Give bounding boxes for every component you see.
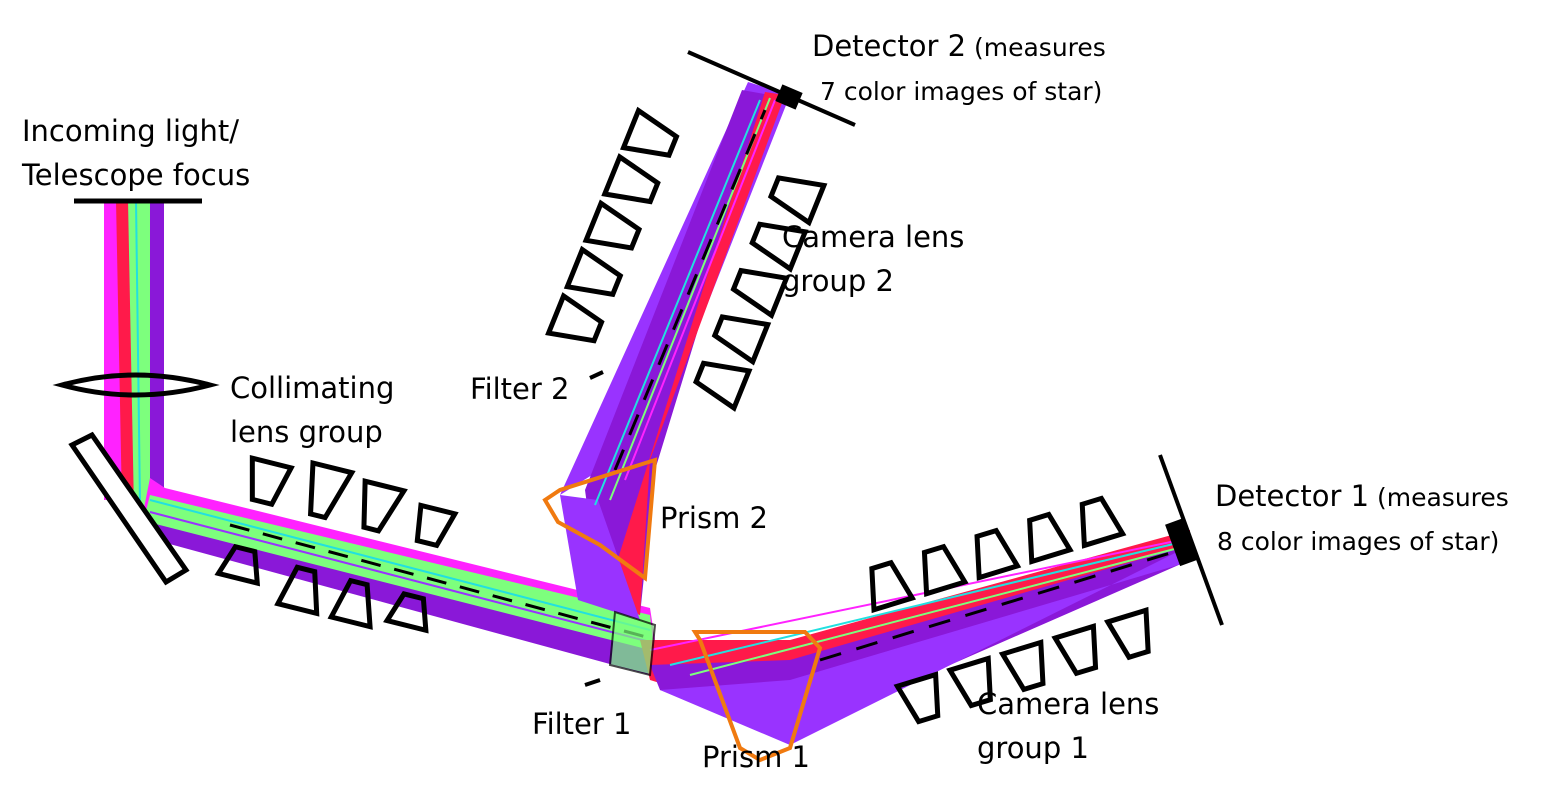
camera-lens-group-1 <box>869 495 1151 725</box>
incoming-light-line-1: Incoming light/ <box>22 114 239 148</box>
prism-2 <box>542 457 658 582</box>
camera-lens-group-2-label: Camera lens group 2 <box>782 215 964 303</box>
detector-1-mount <box>1165 517 1199 567</box>
detector-2-label: Detector 2 (measures 7 color images of s… <box>812 24 1106 114</box>
collimating-line-2: lens group <box>230 415 383 449</box>
collimating-lens-group <box>214 454 459 634</box>
camera-2-line-1: Camera lens <box>782 220 965 254</box>
prism-1 <box>691 630 823 763</box>
camera-1-line-1: Camera lens <box>977 687 1160 721</box>
filter-1-tick <box>584 678 601 687</box>
collimating-line-1: Collimating <box>230 371 395 405</box>
collimating-lens-top <box>52 372 220 398</box>
filter-1 <box>608 610 657 677</box>
detector-2-line-2: 7 color images of star) <box>820 77 1103 106</box>
detector-2-mount <box>775 84 803 110</box>
filter-2-label: Filter 2 <box>470 372 570 406</box>
detector-2-title: Detector 2 <box>812 29 967 63</box>
filter-1-label: Filter 1 <box>532 707 632 741</box>
camera-lens-group-1-label: Camera lens group 1 <box>977 682 1159 770</box>
detector-1-title: Detector 1 <box>1215 479 1370 513</box>
detector-1-paren: (measures <box>1369 483 1509 512</box>
detector-1-label: Detector 1 (measures 8 color images of s… <box>1215 474 1509 564</box>
fold-mirror <box>68 431 190 586</box>
incoming-light-label: Incoming light/ Telescope focus <box>22 109 250 197</box>
detector-1-line-2: 8 color images of star) <box>1217 527 1500 556</box>
camera-2-line-2: group 2 <box>782 264 894 298</box>
collimated-beam <box>140 478 655 675</box>
filter-2-tick <box>589 370 604 380</box>
camera-lens-group-2 <box>545 106 828 412</box>
beam-arm-1 <box>640 530 1195 745</box>
prism-2-label: Prism 2 <box>660 501 768 535</box>
detector-2-plane <box>687 50 856 127</box>
incoming-beam <box>104 199 164 510</box>
collimating-lens-group-label: Collimating lens group <box>230 366 394 454</box>
detector-2-paren: (measures <box>966 33 1106 62</box>
incoming-light-line-2: Telescope focus <box>22 158 251 192</box>
prism-1-label: Prism 1 <box>702 740 810 774</box>
camera-1-line-2: group 1 <box>977 731 1089 765</box>
